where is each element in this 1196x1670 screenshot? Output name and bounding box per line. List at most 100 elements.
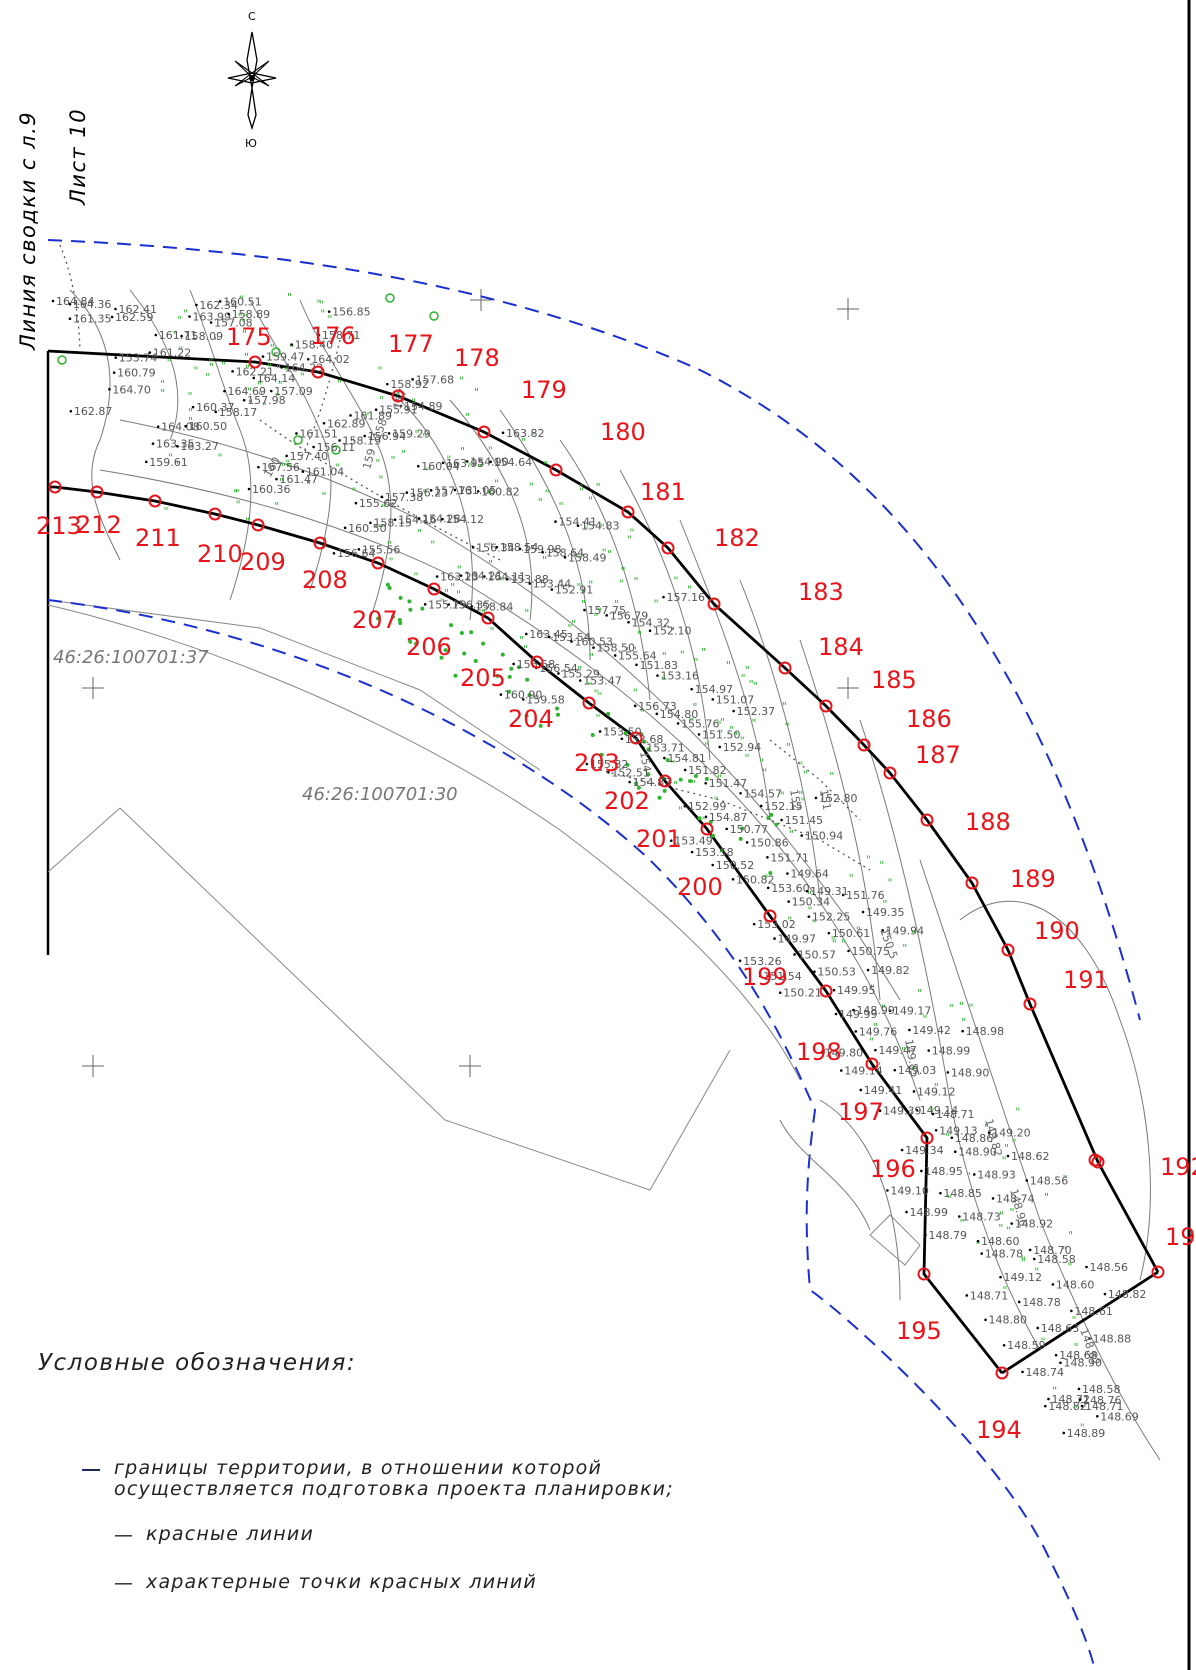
svg-text:": " (238, 311, 243, 324)
svg-text:": " (236, 499, 241, 512)
elevation-label: 148.62 (1011, 1150, 1049, 1163)
elevation-label: 161.51 (299, 427, 338, 440)
point-south-207: 207 (352, 556, 398, 634)
svg-text:": " (248, 397, 253, 410)
svg-text:": " (287, 462, 292, 475)
elevation-label: 154.57 (744, 787, 783, 800)
svg-text:": " (729, 724, 734, 737)
elevation-label: 148.70 (1033, 1244, 1072, 1257)
point-label: 185 (871, 666, 917, 694)
svg-text:": " (751, 717, 756, 730)
svg-text:": " (1011, 1137, 1016, 1150)
parcel-boundaries (47, 599, 921, 1266)
elevation-label: 149.42 (912, 1024, 951, 1037)
point-south-204: 204 (508, 655, 554, 733)
point-south-202: 202 (604, 731, 650, 815)
elevation-label: 158.92 (390, 378, 429, 391)
svg-text:": " (440, 596, 445, 609)
svg-text:": " (949, 1002, 954, 1015)
point-label: 192 (1160, 1153, 1196, 1181)
elevation-label: 160.50 (348, 522, 387, 535)
svg-text:": " (789, 828, 794, 841)
svg-text:": " (849, 872, 854, 885)
legend-item-points: характерные точки красных линий (146, 1571, 537, 1593)
svg-text:": " (901, 1045, 906, 1058)
svg-text:": " (745, 664, 750, 677)
point-label: 182 (714, 524, 760, 552)
svg-text:": " (961, 1016, 966, 1029)
svg-text:": " (749, 678, 754, 691)
svg-text:": " (803, 769, 808, 782)
svg-text:": " (426, 465, 431, 478)
svg-text:": " (1021, 1254, 1026, 1267)
svg-text:": " (829, 770, 834, 783)
point-south-206: 206 (406, 582, 452, 661)
red-line-south (48, 485, 1004, 1374)
elevation-label: 154.41 (559, 516, 598, 529)
elevation-label: 157.38 (385, 491, 424, 504)
elevation-label: 161.04 (306, 466, 345, 479)
svg-text:": " (581, 588, 586, 601)
elevation-label: 152.15 (764, 800, 803, 813)
svg-text:": " (780, 789, 785, 802)
point-north-187: 187 (915, 741, 961, 827)
svg-text:": " (413, 571, 418, 584)
point-label: 201 (636, 825, 682, 853)
elevation-label: 158.17 (219, 406, 257, 419)
svg-text:": " (693, 656, 698, 669)
point-north-188: 188 (965, 808, 1011, 890)
point-label: 209 (240, 548, 286, 576)
svg-text:": " (327, 313, 332, 326)
elevation-label: 148.82 (1048, 1400, 1087, 1413)
point-south-208: 208 (302, 536, 348, 594)
svg-text:": " (283, 365, 288, 378)
elevation-label: 155.64 (618, 649, 657, 662)
elevation-label: 151.07 (716, 693, 755, 706)
elevation-label: 160.90 (504, 689, 543, 702)
svg-text:": " (281, 461, 286, 474)
svg-text:": " (808, 904, 813, 917)
svg-text:": " (1080, 1422, 1085, 1435)
elevation-label: 150.53 (817, 966, 856, 979)
point-south-194: 194 (976, 1366, 1022, 1444)
svg-text:": " (1004, 1142, 1009, 1155)
point-south-209: 209 (240, 518, 286, 576)
svg-text:": " (947, 1193, 952, 1206)
elevation-label: 148.68 (1059, 1349, 1098, 1362)
elevation-label: 159.98 (523, 543, 562, 556)
elevation-label: 148.73 (962, 1211, 1001, 1224)
svg-text:": " (164, 505, 169, 518)
elevation-label: 150.94 (805, 830, 844, 843)
elevation-label: 163.95 (446, 457, 485, 470)
elevation-label: 160.50 (189, 420, 228, 433)
point-label: 195 (896, 1317, 942, 1345)
point-north-179: 179 (521, 376, 567, 477)
svg-text:": " (209, 361, 214, 374)
svg-text:": " (422, 431, 427, 444)
svg-text:": " (387, 539, 392, 552)
elevation-label: 151.76 (846, 889, 885, 902)
elevation-label: 149.35 (866, 906, 905, 919)
legend-marker-1: — (82, 1458, 101, 1480)
svg-text:": " (1062, 1244, 1067, 1257)
elevation-label: 148.78 (1022, 1296, 1061, 1309)
elevation-label: 156.58 (517, 658, 556, 671)
point-label: 187 (915, 741, 961, 769)
elevation-label: 156.23 (410, 487, 449, 500)
svg-text:": " (621, 565, 626, 578)
svg-text:": " (322, 536, 327, 549)
point-label: 213 (36, 512, 82, 540)
svg-text:": " (999, 1209, 1004, 1222)
elevation-label: 157.73 (434, 484, 473, 497)
svg-text:": " (841, 937, 846, 950)
red-line-north (47, 349, 1160, 1273)
elevation-label: 151.47 (709, 777, 748, 790)
elevation-label: 155.91 (379, 404, 418, 417)
svg-text:": " (378, 365, 383, 378)
elevation-label: 150.86 (750, 836, 789, 849)
svg-text:": " (214, 335, 219, 348)
svg-text:": " (876, 1060, 881, 1073)
point-label: 202 (604, 787, 650, 815)
svg-text:": " (763, 873, 768, 886)
